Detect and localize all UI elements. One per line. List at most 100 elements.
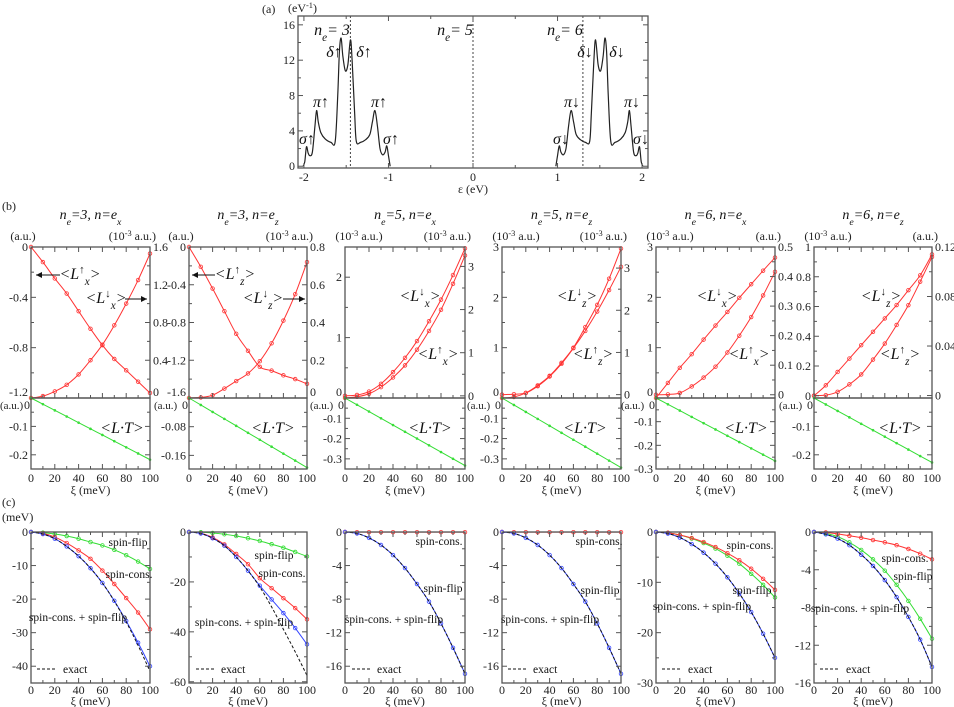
- y-tick-label: -1.2: [167, 353, 186, 367]
- orbital-moment-series-marker: [689, 352, 694, 357]
- x-axis-label: ξ (meV): [696, 483, 736, 497]
- y-tick-label: -16: [326, 659, 342, 673]
- x-tick-label: 20: [363, 471, 375, 485]
- series-label: spin-flip: [255, 550, 294, 562]
- energy-series-marker: [583, 599, 588, 604]
- x-tick-label: 60: [567, 683, 579, 697]
- energy-series-marker: [438, 621, 444, 626]
- x-tick-label: 100: [923, 471, 941, 485]
- y-tick-label: 3: [468, 259, 474, 273]
- y-tick-label: -12: [326, 626, 342, 640]
- orbital-moment-series-marker: [414, 338, 420, 344]
- arrow-left-icon: [36, 272, 42, 278]
- orbital-moment-series-marker: [426, 328, 432, 334]
- y-tick-label: -0.8: [9, 341, 28, 355]
- peak-label: π↑: [371, 94, 387, 111]
- x-tick-label: 0: [811, 471, 817, 485]
- lt-label: <L·T>: [100, 420, 143, 437]
- energy-series-marker: [701, 539, 706, 545]
- panel-label-a: (a): [262, 2, 275, 16]
- y-tick-label: -0.4: [9, 290, 28, 304]
- energy-series-line: [30, 531, 151, 667]
- y-tick-label: 3: [493, 240, 499, 254]
- peak-label: σ↓: [633, 131, 649, 148]
- exact-series-line: [344, 531, 466, 674]
- y-tick-label: -0.2: [480, 432, 499, 446]
- peak-label: σ↑: [299, 131, 315, 148]
- energy-series-marker: [112, 598, 117, 603]
- legend-exact-label: exact: [688, 664, 713, 676]
- legend-exact-label: exact: [221, 664, 246, 676]
- lower-axis-unit: (a.u.): [310, 400, 334, 412]
- panel-title: n_{e}=6, n=e_{z}: [842, 208, 903, 228]
- energy-series-marker: [64, 544, 69, 549]
- x-tick-label: 100: [612, 683, 630, 697]
- panel-label-b: (b): [2, 199, 16, 213]
- y-tick-label: 1: [624, 345, 630, 359]
- lt-series-marker: [512, 403, 516, 407]
- energy-series-marker: [245, 568, 251, 573]
- plot-frame: [813, 246, 933, 399]
- orbital-moment-series-marker: [402, 355, 408, 361]
- energy-series-marker: [918, 616, 923, 622]
- orbital-moment-series-marker: [906, 287, 911, 293]
- series-label: <L^{↓}_{z}>: [243, 288, 283, 312]
- left-axis-unit: (10^{-3} a.u.): [335, 229, 382, 244]
- x-tick-label: 20: [674, 471, 686, 485]
- y-tick-label: 0: [180, 240, 186, 254]
- x-tick-label: 0: [653, 471, 659, 485]
- energy-series-marker: [689, 541, 694, 547]
- orbital-moment-series-marker: [847, 356, 852, 361]
- energy-series-marker: [245, 561, 251, 567]
- orbital-moment-series-marker: [222, 308, 227, 314]
- orbital-moment-series-marker: [135, 379, 141, 384]
- energy-series-marker: [689, 535, 694, 541]
- energy-series-marker: [378, 542, 384, 548]
- orbital-moment-series-marker: [269, 341, 274, 346]
- orbital-moment-series-marker: [390, 375, 396, 380]
- lt-series-marker: [223, 417, 226, 421]
- lt-series-marker: [439, 450, 443, 454]
- series-label: <L^{↑}_{z}>: [880, 344, 920, 368]
- y-tick-label: -0.16: [161, 448, 186, 462]
- series-label: spin-cons. + spin-flip: [345, 614, 443, 626]
- y-tick-label: -12: [483, 626, 499, 640]
- y-tick-label: -0.1: [634, 415, 653, 429]
- y-tick-label: -4: [332, 559, 342, 573]
- energy-series-marker: [870, 557, 876, 562]
- energy-series-marker: [100, 580, 105, 586]
- energy-series-marker: [906, 546, 911, 552]
- orbital-moment-series-marker: [859, 342, 864, 348]
- energy-series-marker: [749, 566, 754, 571]
- lt-series-line: [344, 397, 466, 466]
- energy-series-marker: [135, 610, 141, 615]
- energy-series-line: [188, 531, 308, 620]
- lt-series-marker: [678, 409, 682, 412]
- x-tick-label: 20: [207, 471, 219, 485]
- orbital-moment-series-line: [813, 256, 933, 397]
- series-label: <L^{↑}_{z}>: [573, 344, 613, 368]
- energy-series-marker: [402, 565, 408, 571]
- lt-series-marker: [749, 447, 753, 450]
- energy-series-marker: [76, 548, 81, 553]
- x-tick-label: -2: [299, 170, 309, 184]
- x-tick-label: 100: [141, 683, 159, 697]
- y-tick-label: 0: [468, 389, 474, 403]
- orbital-moment-series-marker: [293, 376, 298, 382]
- dos-series-1-line: [555, 37, 644, 167]
- y-tick-label: 4: [289, 124, 295, 138]
- y-tick-label: -4: [489, 559, 499, 573]
- y-tick-label: 0: [647, 385, 653, 399]
- y-tick-label: -1.2: [9, 385, 28, 399]
- x-axis-label: ξ (meV): [71, 483, 111, 497]
- orbital-moment-series-marker: [595, 302, 600, 308]
- energy-series-marker: [606, 645, 612, 650]
- energy-series-marker: [245, 536, 251, 541]
- energy-series-marker: [269, 597, 274, 602]
- lt-series-marker: [379, 416, 383, 420]
- x-tick-label: 20: [832, 683, 844, 697]
- energy-series-marker: [894, 594, 899, 600]
- y-tick-label: -8: [489, 592, 499, 606]
- energy-series-marker: [390, 552, 396, 558]
- orbital-moment-series-marker: [749, 282, 754, 287]
